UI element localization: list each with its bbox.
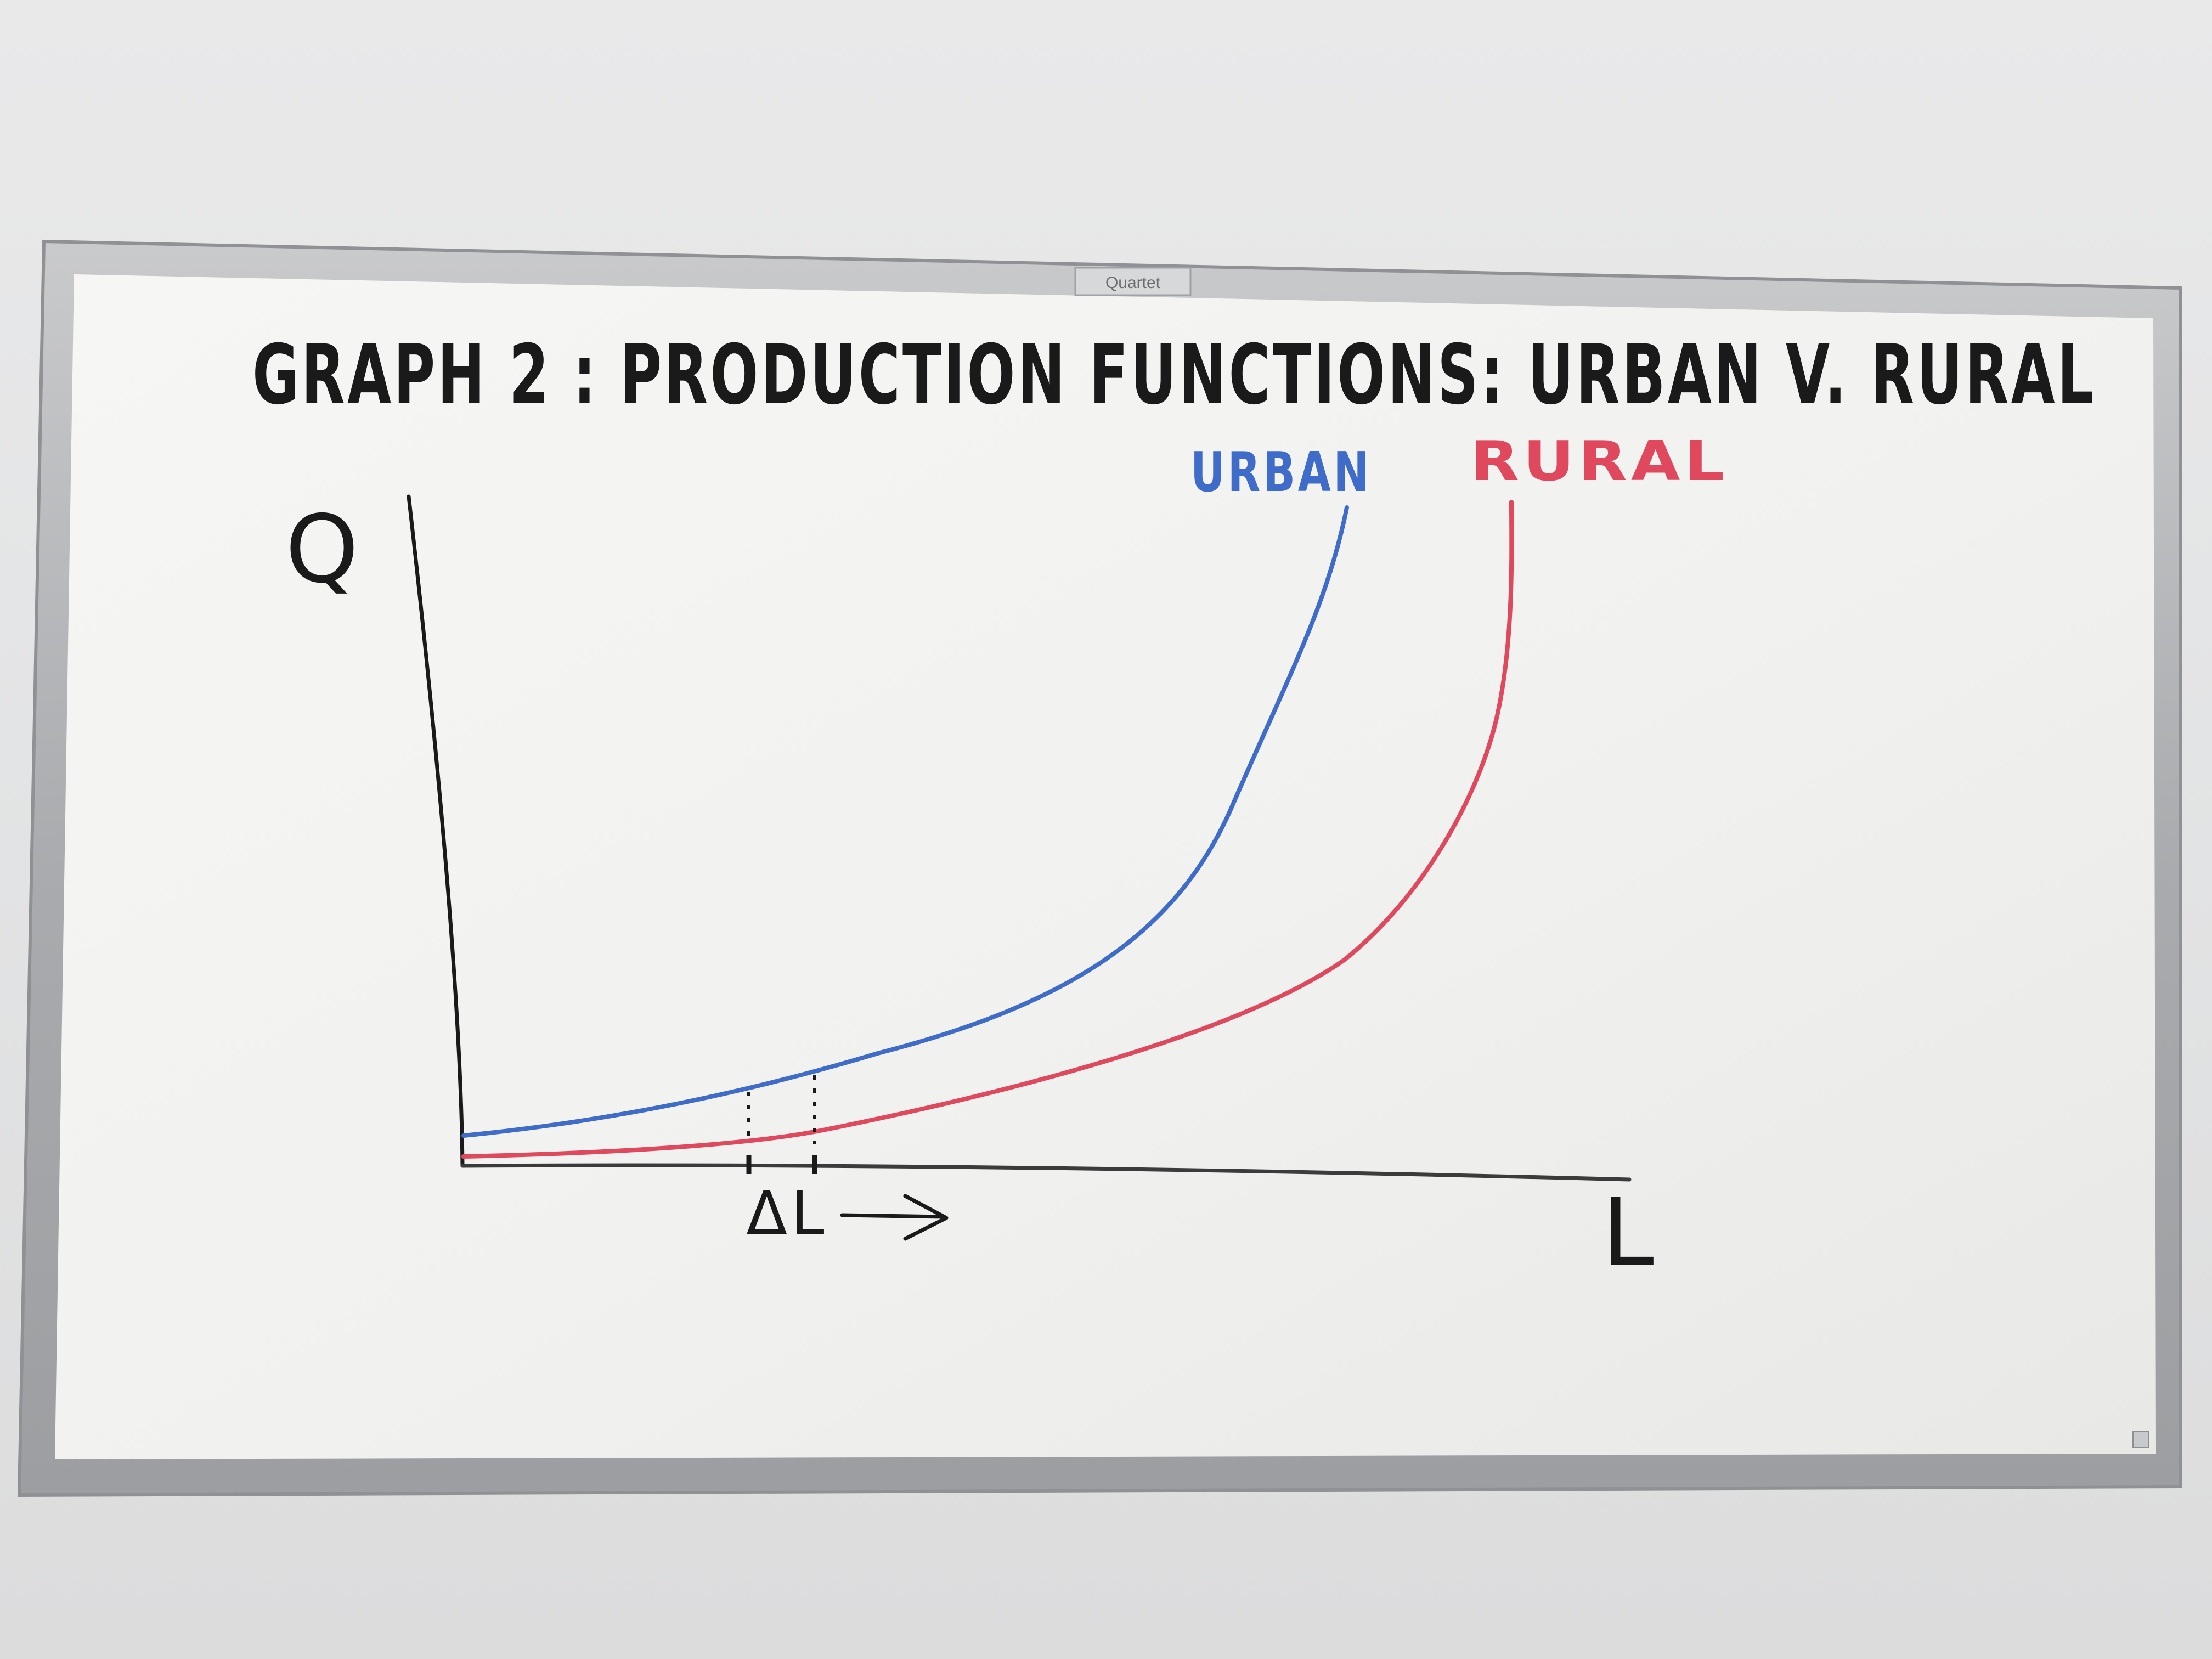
urban-curve <box>461 505 1349 1138</box>
delta-l-marks <box>746 1075 817 1174</box>
board-title: GRAPH 2 : PRODUCTION FUNCTIONS: URBAN V.… <box>252 328 2096 423</box>
y-axis <box>407 494 465 1168</box>
delta-l-label: ΔL <box>746 1178 828 1249</box>
qr-sticker <box>2132 1431 2149 1448</box>
rural-label: RURAL <box>1470 429 1728 493</box>
x-axis-label: L <box>1602 1178 1657 1287</box>
brand-name: Quartet <box>1105 274 1161 292</box>
rural-curve <box>461 500 1514 1159</box>
board-surface <box>55 274 2156 1459</box>
x-axis <box>460 1163 1632 1182</box>
brand-tab: Quartet <box>1074 267 1192 296</box>
arrow-right-icon <box>840 1194 949 1241</box>
urban-label: URBAN <box>1190 440 1372 504</box>
y-axis-label: Q <box>285 495 362 604</box>
